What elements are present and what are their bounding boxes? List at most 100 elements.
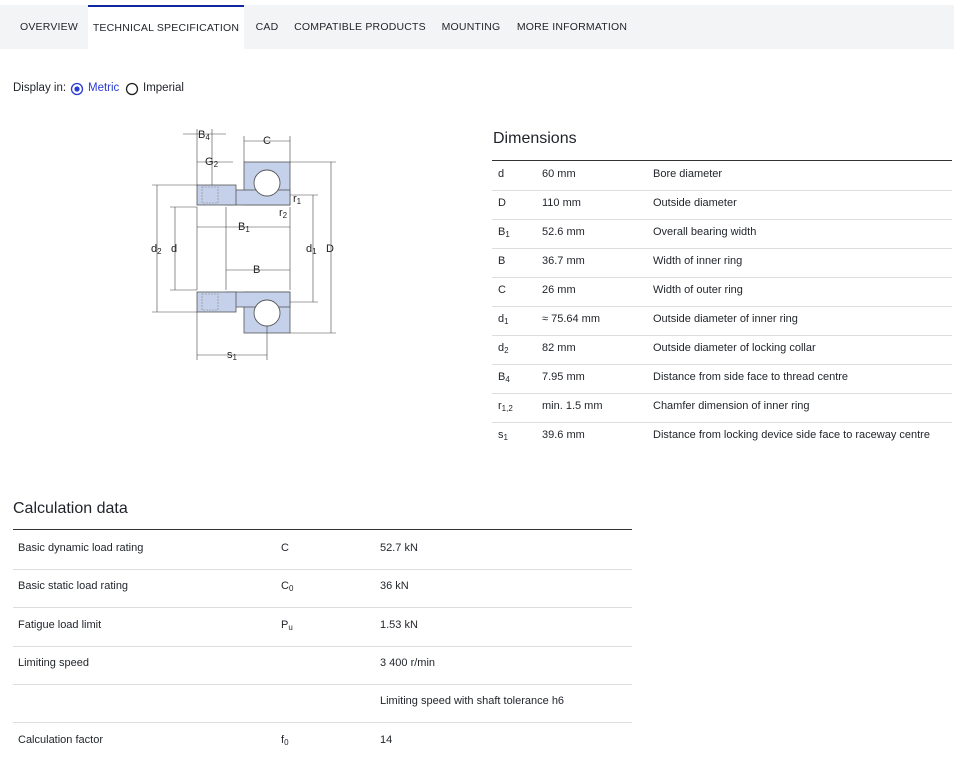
symbol-base: B bbox=[498, 255, 506, 267]
radio-option[interactable]: Imperial bbox=[143, 82, 184, 94]
diagram-label: d bbox=[171, 243, 177, 255]
symbol-sub: 2 bbox=[504, 346, 509, 355]
calc-label: Limiting speed bbox=[18, 656, 89, 669]
dimension-description: Outside diameter of locking collar bbox=[653, 342, 816, 354]
symbol-sub: 1 bbox=[505, 230, 510, 239]
divider bbox=[492, 160, 952, 161]
row-divider bbox=[13, 722, 632, 724]
tab[interactable]: MOUNTING bbox=[441, 21, 501, 33]
calc-value: 14 bbox=[380, 733, 393, 746]
row-divider bbox=[492, 306, 952, 307]
tab-bar: OVERVIEW TECHNICAL SPECIFICATION CAD COM… bbox=[0, 5, 954, 49]
row-divider bbox=[492, 248, 952, 249]
symbol: d2 bbox=[498, 342, 509, 355]
bearing-diagram: B4 G2 C r1 r2 B1 B d2 d d1 D s1 bbox=[151, 129, 336, 362]
symbol: C bbox=[281, 542, 289, 554]
display-label: Display in: bbox=[13, 82, 67, 94]
symbol: C0 bbox=[281, 580, 293, 593]
dimension-description: Outside diameter of inner ring bbox=[653, 313, 798, 325]
row-divider bbox=[492, 335, 952, 336]
dimension-description: Width of inner ring bbox=[653, 255, 743, 267]
calc-label: Basic dynamic load rating bbox=[18, 542, 144, 554]
symbol: r1,2 bbox=[498, 400, 513, 413]
symbol: s1 bbox=[498, 429, 508, 442]
dimension-description: Distance from side face to thread centre bbox=[653, 371, 849, 383]
symbol: B4 bbox=[498, 371, 510, 384]
symbol: d bbox=[498, 168, 504, 180]
diagram-label: d2 bbox=[151, 243, 162, 256]
row-divider bbox=[13, 645, 632, 647]
dimension-value: 110 mm bbox=[542, 197, 581, 209]
symbol: Pu bbox=[281, 619, 293, 632]
dimension-description: Distance from locking device side face t… bbox=[653, 429, 930, 441]
symbol-base: D bbox=[498, 197, 506, 209]
symbol-base: d bbox=[498, 168, 505, 180]
dimension-description: Outside diameter bbox=[653, 197, 737, 209]
symbol-base: C bbox=[281, 542, 289, 554]
divider bbox=[13, 529, 632, 530]
dimension-value: 52.6 mm bbox=[542, 226, 585, 238]
symbol-base: d bbox=[498, 342, 505, 354]
row-divider bbox=[13, 569, 632, 570]
radio-checked[interactable] bbox=[70, 82, 84, 96]
symbol-sub: u bbox=[288, 622, 293, 632]
symbol-base: C bbox=[281, 580, 289, 593]
dimension-description: Chamfer dimension of inner ring bbox=[653, 400, 810, 412]
symbol-base: C bbox=[498, 284, 506, 296]
symbol-base: B bbox=[498, 226, 506, 238]
symbol-base: r bbox=[498, 400, 502, 412]
radio-option[interactable]: Metric bbox=[88, 82, 120, 94]
symbol-sub: 1,2 bbox=[501, 404, 513, 413]
dimension-value: 60 mm bbox=[542, 168, 576, 180]
symbol-base: f bbox=[281, 733, 285, 746]
row-divider bbox=[13, 683, 632, 685]
symbol-sub: 4 bbox=[505, 375, 510, 384]
tab[interactable]: CAD bbox=[255, 21, 279, 33]
symbol-sub: 1 bbox=[504, 317, 509, 326]
dimension-value: ≈ 75.64 mm bbox=[542, 313, 601, 325]
diagram-label: B1 bbox=[238, 221, 250, 234]
calc-label: Calculation factor bbox=[18, 733, 103, 746]
tab-active[interactable]: TECHNICAL SPECIFICATION bbox=[88, 5, 244, 49]
row-divider bbox=[492, 277, 952, 278]
diagram-label: d1 bbox=[306, 243, 317, 256]
dimension-description: Bore diameter bbox=[653, 168, 723, 180]
section-title: Calculation data bbox=[13, 500, 128, 517]
row-divider bbox=[492, 364, 952, 365]
dimension-description: Width of outer ring bbox=[653, 284, 743, 296]
row-divider bbox=[492, 190, 952, 191]
calc-label: Fatigue load limit bbox=[18, 618, 102, 631]
symbol: D bbox=[498, 197, 506, 209]
diagram-label: G2 bbox=[205, 156, 219, 169]
dimension-description: Overall bearing width bbox=[653, 226, 757, 238]
dimension-value: 26 mm bbox=[542, 284, 576, 296]
diagram-label: D bbox=[326, 243, 334, 255]
tab[interactable]: MORE INFORMATION bbox=[516, 21, 628, 33]
diagram-label: r2 bbox=[279, 207, 288, 220]
symbol-base: B bbox=[498, 371, 506, 383]
tab[interactable]: COMPATIBLE PRODUCTS bbox=[294, 21, 426, 33]
dimension-value: 82 mm bbox=[542, 342, 576, 354]
symbol: B1 bbox=[498, 226, 510, 239]
symbol: f0 bbox=[281, 734, 289, 747]
symbol-base: d bbox=[498, 313, 505, 325]
symbol: C bbox=[498, 284, 506, 296]
row-divider bbox=[13, 607, 632, 609]
dimension-value: 7.95 mm bbox=[542, 371, 585, 383]
diagram-label: s1 bbox=[227, 349, 238, 362]
row-divider bbox=[492, 219, 952, 220]
calc-value: 3 400 r/min bbox=[380, 656, 436, 669]
symbol-base: P bbox=[281, 618, 289, 631]
radio-unchecked[interactable] bbox=[125, 82, 139, 96]
diagram-label: B bbox=[253, 264, 260, 276]
dimension-value: min. 1.5 mm bbox=[542, 400, 603, 412]
calc-value: Limiting speed with shaft tolerance h6 bbox=[380, 695, 565, 708]
calc-value: 1.53 kN bbox=[380, 618, 418, 631]
tab[interactable]: OVERVIEW bbox=[19, 21, 78, 33]
dimension-value: 36.7 mm bbox=[542, 255, 585, 267]
symbol-sub: 0 bbox=[284, 737, 289, 747]
diagram-label: r1 bbox=[293, 193, 302, 206]
calc-value: 36 kN bbox=[380, 580, 409, 593]
